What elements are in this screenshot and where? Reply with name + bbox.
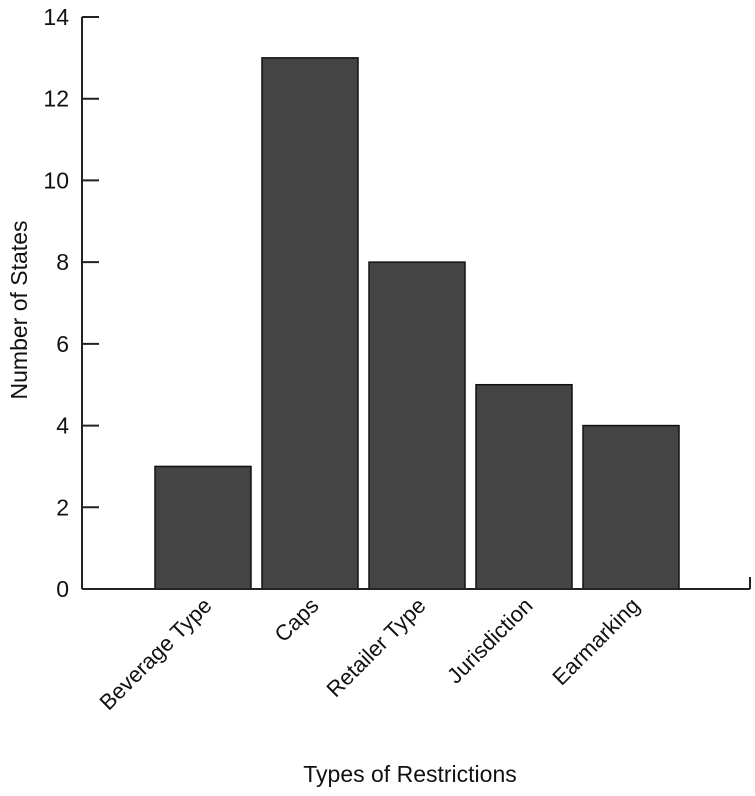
x-tick-label: Retailer Type	[321, 593, 430, 702]
y-tick-label: 12	[43, 86, 69, 112]
y-tick-label: 14	[43, 4, 69, 30]
x-axis-label: Types of Restrictions	[303, 761, 516, 787]
bars-group	[154, 57, 680, 590]
bar-jurisdiction	[475, 383, 573, 590]
y-tick-label: 8	[56, 249, 69, 275]
y-ticks-group: 0 2 4 6 8 10 12 14	[43, 4, 99, 602]
y-tick-label: 2	[56, 494, 69, 520]
y-tick-label: 6	[56, 331, 69, 357]
x-tick-label: Jurisdiction	[442, 593, 537, 688]
x-tick-label: Earmarking	[547, 593, 644, 690]
bar-beverage-type	[154, 465, 252, 590]
y-tick-label: 10	[43, 167, 69, 193]
bar-retailer-type	[368, 261, 466, 590]
axes-group	[81, 17, 751, 590]
bar-caps	[261, 57, 359, 590]
y-axis-label: Number of States	[6, 221, 32, 400]
y-tick-label: 0	[56, 576, 69, 602]
x-tick-label: Beverage Type	[94, 593, 216, 715]
y-tick-label: 4	[56, 413, 69, 439]
bar-earmarking	[582, 424, 680, 590]
x-tick-label: Caps	[270, 593, 324, 647]
